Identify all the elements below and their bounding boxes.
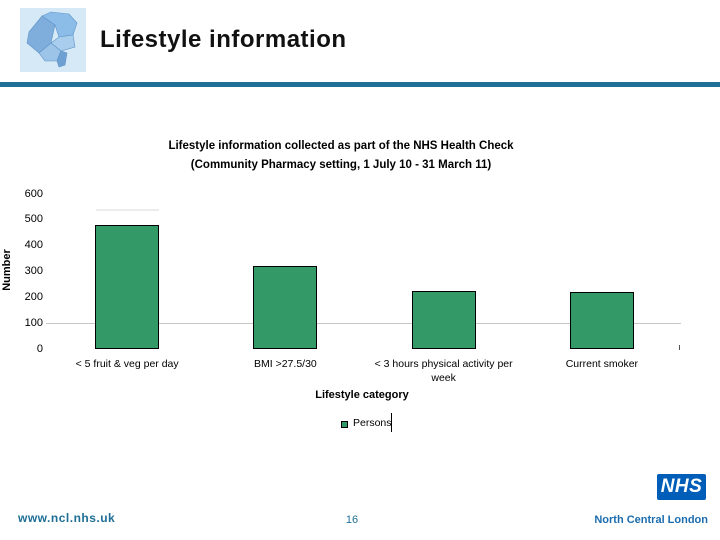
footer-org-name: North Central London bbox=[594, 514, 708, 526]
bar-2 bbox=[253, 266, 318, 349]
gridline bbox=[46, 323, 681, 324]
chart-title-line1: Lifestyle information collected as part … bbox=[168, 140, 514, 152]
page-title: Lifestyle information bbox=[100, 26, 347, 53]
x-axis-title: Lifestyle category bbox=[315, 389, 409, 401]
text-cursor-caret bbox=[391, 413, 392, 432]
faint-artifact-line bbox=[96, 209, 159, 211]
header-divider bbox=[0, 82, 720, 87]
y-tick-label: 400 bbox=[24, 239, 43, 252]
category-label: BMI >27.5/30 bbox=[254, 358, 317, 370]
category-label: < 3 hours physical activity per week bbox=[374, 358, 513, 384]
chart-title: Lifestyle information collected as part … bbox=[41, 137, 641, 175]
legend-swatch bbox=[341, 421, 348, 428]
y-tick-label: 200 bbox=[24, 290, 43, 303]
y-tick-label: 300 bbox=[24, 265, 43, 277]
slide-number: 16 bbox=[345, 514, 359, 526]
footer-website: www.ncl.nhs.uk bbox=[18, 511, 116, 525]
ncl-map-logo bbox=[20, 8, 86, 72]
bar-4 bbox=[569, 292, 634, 349]
category-label: < 5 fruit & veg per day bbox=[75, 358, 179, 370]
bar-1 bbox=[95, 225, 160, 349]
legend-label: Persons bbox=[353, 417, 392, 429]
axis-end-tick bbox=[679, 345, 680, 350]
nhs-logo: NHS bbox=[657, 474, 706, 500]
y-tick-label: 100 bbox=[24, 316, 43, 329]
category-label: Current smoker bbox=[565, 358, 639, 370]
bar-3 bbox=[411, 290, 476, 349]
y-tick-label: 0 bbox=[36, 342, 43, 355]
y-tick-label: 600 bbox=[24, 187, 43, 200]
y-tick-label: 500 bbox=[24, 213, 43, 226]
chart-title-line2: (Community Pharmacy setting, 1 July 10 -… bbox=[190, 159, 492, 171]
